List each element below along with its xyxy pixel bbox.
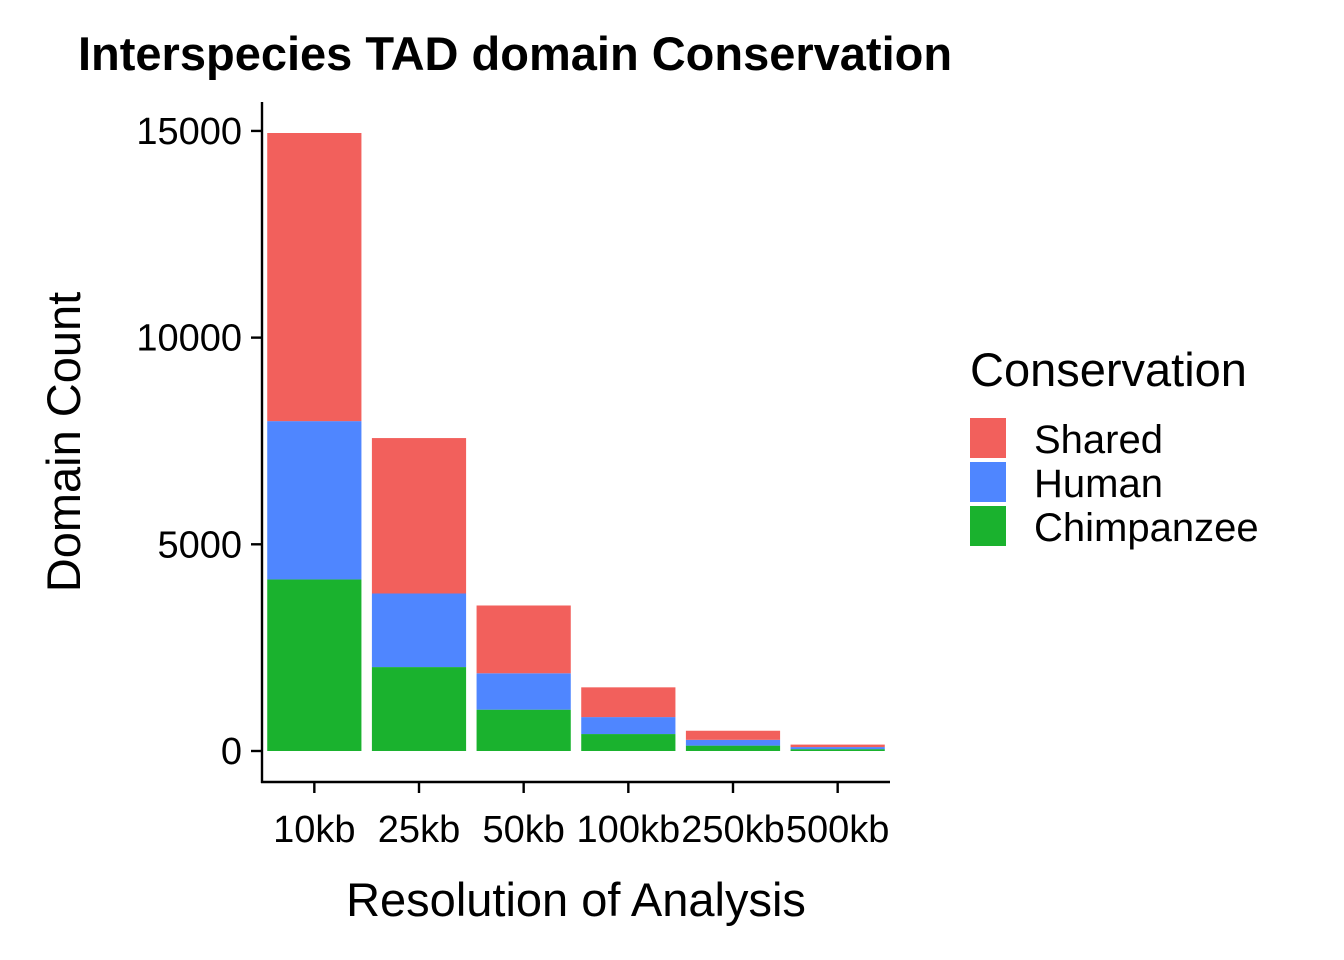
- chart-title: Interspecies TAD domain Conservation: [78, 27, 952, 80]
- bar-100kb-human: [581, 717, 676, 735]
- bar-10kb-human: [267, 421, 362, 580]
- bar-250kb-human: [685, 739, 781, 746]
- x-tick-label: 250kb: [681, 809, 785, 851]
- bar-25kb-human: [371, 593, 467, 668]
- bar-10kb-chimpanzee: [267, 579, 362, 751]
- x-tick-label: 500kb: [786, 809, 890, 851]
- legend-label-shared: Shared: [1034, 418, 1163, 462]
- bar-50kb-human: [476, 673, 571, 710]
- legend-swatch-human: [970, 462, 1006, 502]
- bar-500kb-human: [790, 747, 885, 750]
- bar-500kb-chimpanzee: [790, 749, 885, 751]
- y-axis-title: Domain Count: [37, 292, 90, 592]
- y-tick-label: 10000: [136, 318, 242, 360]
- x-ticks: 10kb 25kb 50kb 100kb 250kb 500kb: [273, 782, 889, 851]
- bar-25kb-shared: [371, 438, 467, 594]
- bar-10kb-shared: [267, 133, 362, 422]
- x-tick-label: 100kb: [577, 809, 681, 851]
- bar-50kb-chimpanzee: [476, 709, 571, 751]
- bar-25kb-chimpanzee: [371, 667, 467, 751]
- y-tick-label: 15000: [136, 111, 242, 153]
- x-tick-label: 10kb: [273, 809, 355, 851]
- bar-50kb-shared: [476, 605, 571, 674]
- bars: [267, 133, 885, 751]
- legend-title: Conservation: [970, 343, 1247, 396]
- bar-250kb-chimpanzee: [685, 745, 781, 751]
- x-tick-label: 50kb: [482, 809, 564, 851]
- x-tick-label: 25kb: [378, 809, 460, 851]
- y-ticks: 0 5000 10000 15000: [136, 111, 262, 773]
- bar-250kb-shared: [685, 730, 781, 740]
- legend-swatch-shared: [970, 418, 1006, 458]
- x-axis-title: Resolution of Analysis: [346, 873, 806, 926]
- legend-label-chimpanzee: Chimpanzee: [1034, 506, 1259, 550]
- legend-label-human: Human: [1034, 462, 1163, 506]
- legend-swatch-chimpanzee: [970, 506, 1006, 546]
- y-tick-label: 5000: [157, 524, 242, 566]
- y-tick-label: 0: [221, 731, 242, 773]
- bar-100kb-shared: [581, 687, 676, 718]
- bar-100kb-chimpanzee: [581, 734, 676, 751]
- bar-500kb-shared: [790, 744, 885, 748]
